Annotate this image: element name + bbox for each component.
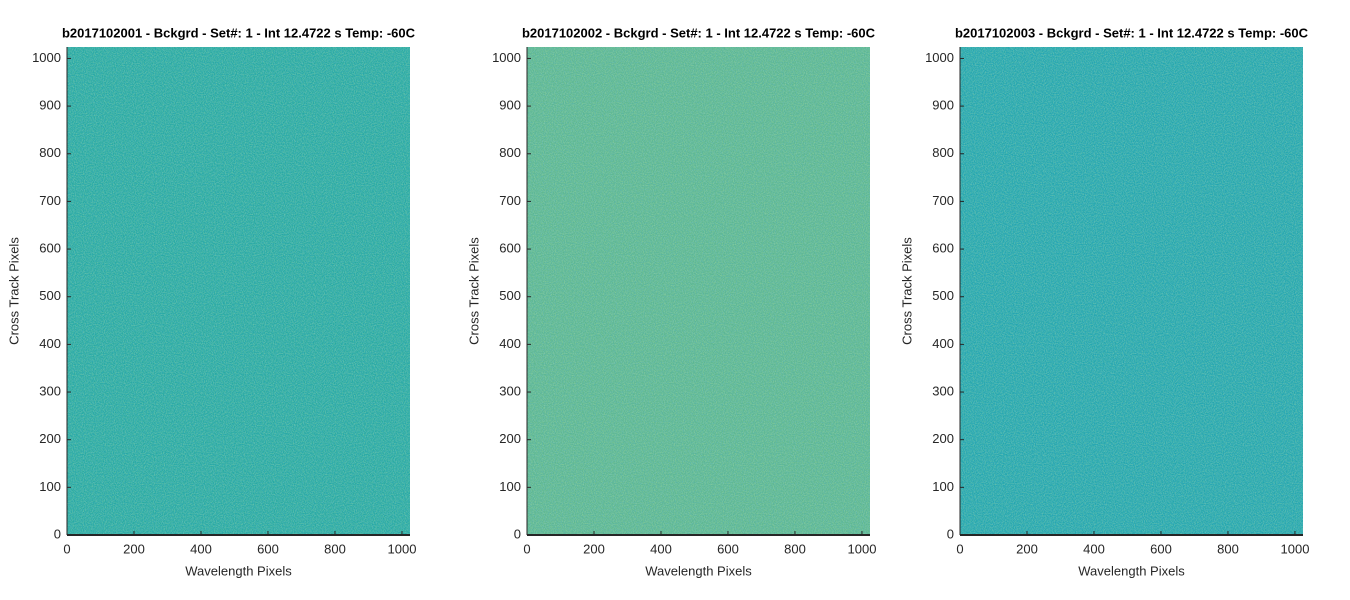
x-tick-label: 1000 [388,541,417,556]
y-tick-label: 600 [39,241,61,256]
y-tick-label: 600 [932,241,954,256]
y-tick-label: 500 [39,288,61,303]
x-tick-label: 1000 [1281,541,1310,556]
x-tick-label: 400 [1083,541,1105,556]
chart-title: b2017102003 - Bckgrd - Set#: 1 - Int 12.… [955,25,1309,40]
y-tick-label: 500 [499,288,521,303]
panel: 0 200 400 600 800 1000 0 100 200 300 400 500 600 700 8… [466,25,876,578]
x-tick-label: 800 [784,541,806,556]
x-tick-label: 200 [583,541,605,556]
chart-title: b2017102002 - Bckgrd - Set#: 1 - Int 12.… [522,25,876,40]
y-tick-label: 1000 [32,50,61,65]
x-tick-label: 400 [190,541,212,556]
y-tick-label: 200 [39,431,61,446]
chart-title: b2017102001 - Bckgrd - Set#: 1 - Int 12.… [62,25,416,40]
x-tick-label: 800 [324,541,346,556]
y-tick-label: 900 [932,98,954,113]
x-tick-label: 600 [257,541,279,556]
y-tick-label: 700 [499,193,521,208]
y-tick-label: 400 [39,336,61,351]
y-tick-label: 700 [39,193,61,208]
y-tick-label: 100 [39,479,61,494]
x-tick-label: 800 [1217,541,1239,556]
image-noise [527,47,870,535]
x-tick-label: 0 [63,541,70,556]
y-tick-label: 300 [39,383,61,398]
y-tick-label: 400 [499,336,521,351]
y-tick-label: 200 [499,431,521,446]
x-axis-label: Wavelength Pixels [645,563,752,578]
y-tick-label: 100 [499,479,521,494]
y-tick-label: 300 [932,383,954,398]
y-tick-label: 100 [932,479,954,494]
y-tick-label: 400 [932,336,954,351]
x-tick-label: 1000 [848,541,877,556]
y-tick-label: 800 [39,145,61,160]
y-tick-label: 800 [499,145,521,160]
y-tick-label: 800 [932,145,954,160]
y-axis-label: Cross Track Pixels [466,237,481,345]
y-tick-label: 1000 [925,50,954,65]
y-tick-label: 1000 [492,50,521,65]
panel: 0 200 400 600 800 1000 0 100 200 300 400 500 600 700 8… [899,25,1309,578]
x-tick-label: 200 [1016,541,1038,556]
image-noise [960,47,1303,535]
y-tick-label: 0 [54,526,61,541]
y-axis-label: Cross Track Pixels [899,237,914,345]
y-tick-label: 200 [932,431,954,446]
x-tick-label: 600 [1150,541,1172,556]
y-axis-label: Cross Track Pixels [6,237,21,345]
x-axis-label: Wavelength Pixels [185,563,292,578]
y-tick-label: 0 [514,526,521,541]
y-tick-label: 500 [932,288,954,303]
y-tick-label: 600 [499,241,521,256]
panel: 0 200 400 600 800 1000 0 100 200 300 400 500 600 700 8… [6,25,416,578]
x-tick-label: 200 [123,541,145,556]
image-noise [67,47,410,535]
x-tick-label: 600 [717,541,739,556]
x-tick-label: 0 [523,541,530,556]
y-tick-label: 0 [947,526,954,541]
y-tick-label: 900 [499,98,521,113]
y-tick-label: 700 [932,193,954,208]
x-tick-label: 400 [650,541,672,556]
y-tick-label: 900 [39,98,61,113]
x-axis-label: Wavelength Pixels [1078,563,1185,578]
x-tick-label: 0 [956,541,963,556]
y-tick-label: 300 [499,383,521,398]
